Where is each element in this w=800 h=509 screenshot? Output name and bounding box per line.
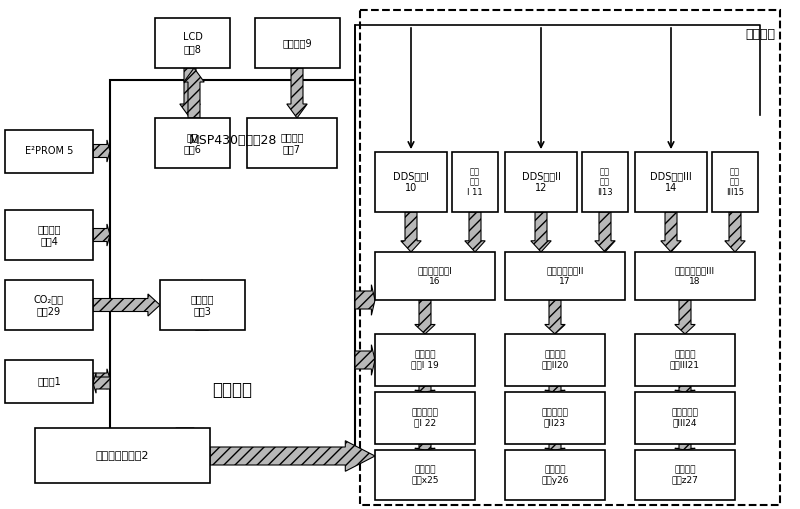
Bar xyxy=(155,18,230,68)
FancyArrow shape xyxy=(531,212,551,252)
Text: DDS模块I
10: DDS模块I 10 xyxy=(393,171,429,193)
Bar xyxy=(110,80,355,460)
FancyArrow shape xyxy=(355,345,375,375)
Text: 矩阵键盘9: 矩阵键盘9 xyxy=(282,38,312,48)
Text: 幅度调节
模块II20: 幅度调节 模块II20 xyxy=(542,350,569,370)
Text: E²PROM 5: E²PROM 5 xyxy=(25,147,73,156)
Text: DDS模块III
14: DDS模块III 14 xyxy=(650,171,692,193)
FancyArrow shape xyxy=(415,444,435,450)
FancyArrow shape xyxy=(287,68,307,118)
Bar xyxy=(160,280,245,330)
Text: 幅度调节
模块III21: 幅度调节 模块III21 xyxy=(670,350,700,370)
FancyArrow shape xyxy=(725,212,746,252)
FancyArrow shape xyxy=(180,68,200,118)
Text: CO₂发生
部分29: CO₂发生 部分29 xyxy=(34,294,64,316)
Text: DDS模块II
12: DDS模块II 12 xyxy=(522,171,561,193)
Text: 异步通信
接口3: 异步通信 接口3 xyxy=(190,294,214,316)
Bar xyxy=(255,18,340,68)
FancyArrow shape xyxy=(170,428,200,460)
FancyArrow shape xyxy=(355,285,375,315)
Bar xyxy=(5,210,93,260)
FancyArrow shape xyxy=(545,386,565,392)
Bar xyxy=(375,152,447,212)
Text: 直流
电压
I 11: 直流 电压 I 11 xyxy=(467,167,483,197)
FancyArrow shape xyxy=(401,212,421,252)
Bar xyxy=(5,130,93,173)
FancyArrow shape xyxy=(93,369,110,389)
Bar xyxy=(635,392,735,444)
FancyArrow shape xyxy=(210,441,375,471)
Bar xyxy=(505,392,605,444)
FancyArrow shape xyxy=(594,212,615,252)
Bar xyxy=(5,280,93,330)
Bar xyxy=(635,252,755,300)
Text: LCD
液晶8: LCD 液晶8 xyxy=(182,32,202,54)
Bar xyxy=(35,428,210,483)
Text: 亥姆赫兹
线圈y26: 亥姆赫兹 线圈y26 xyxy=(542,465,569,485)
Bar xyxy=(505,334,605,386)
FancyArrow shape xyxy=(93,224,110,246)
Bar xyxy=(505,152,577,212)
Text: MSP430单片机28: MSP430单片机28 xyxy=(188,133,277,147)
Bar xyxy=(375,392,475,444)
Text: 温度控制
部分4: 温度控制 部分4 xyxy=(38,224,61,246)
Text: 功率放大模
块II23: 功率放大模 块II23 xyxy=(542,408,569,428)
Bar xyxy=(155,118,230,168)
Bar xyxy=(375,252,495,300)
Text: 幅度调节
模块I 19: 幅度调节 模块I 19 xyxy=(411,350,439,370)
FancyArrow shape xyxy=(93,140,110,162)
Text: 双路选择开关I
16: 双路选择开关I 16 xyxy=(418,266,453,286)
Bar xyxy=(360,10,780,505)
Text: 直流
电压
II13: 直流 电压 II13 xyxy=(597,167,613,197)
Bar xyxy=(505,450,605,500)
FancyArrow shape xyxy=(674,300,695,334)
Bar xyxy=(375,334,475,386)
Bar xyxy=(635,334,735,386)
Text: 计算机1: 计算机1 xyxy=(37,377,61,386)
Text: 功率放大模
块III24: 功率放大模 块III24 xyxy=(671,408,698,428)
FancyArrow shape xyxy=(674,444,695,450)
Bar xyxy=(505,252,625,300)
Text: 功率放大模
块I 22: 功率放大模 块I 22 xyxy=(411,408,438,428)
Bar xyxy=(452,152,498,212)
FancyArrow shape xyxy=(415,300,435,334)
Bar xyxy=(375,450,475,500)
Text: 矩阵键盘
接口7: 矩阵键盘 接口7 xyxy=(280,132,304,154)
Bar xyxy=(582,152,628,212)
FancyArrow shape xyxy=(93,373,110,393)
Text: 显示
接口6: 显示 接口6 xyxy=(183,132,202,154)
FancyArrow shape xyxy=(93,294,160,316)
FancyArrow shape xyxy=(191,280,213,330)
Bar xyxy=(247,118,337,168)
Text: 亥姆赫兹
线圈z27: 亥姆赫兹 线圈z27 xyxy=(671,465,698,485)
FancyArrow shape xyxy=(184,68,204,118)
FancyArrow shape xyxy=(674,386,695,392)
Text: 双路选择开关II
17: 双路选择开关II 17 xyxy=(546,266,584,286)
FancyArrow shape xyxy=(661,212,682,252)
Bar xyxy=(635,450,735,500)
Text: 驱动部分: 驱动部分 xyxy=(745,28,775,41)
FancyArrow shape xyxy=(465,212,485,252)
Bar xyxy=(5,360,93,403)
Bar xyxy=(712,152,758,212)
FancyArrow shape xyxy=(545,300,565,334)
FancyArrow shape xyxy=(545,444,565,450)
Text: 直流
电压
III15: 直流 电压 III15 xyxy=(726,167,744,197)
Bar xyxy=(635,152,707,212)
Text: 大功率电源模块2: 大功率电源模块2 xyxy=(96,450,150,461)
Text: 控制电路: 控制电路 xyxy=(213,381,253,399)
FancyArrow shape xyxy=(415,386,435,392)
Text: 亥姆赫兹
线圈x25: 亥姆赫兹 线圈x25 xyxy=(411,465,438,485)
Text: 双路选择开关III
18: 双路选择开关III 18 xyxy=(675,266,715,286)
